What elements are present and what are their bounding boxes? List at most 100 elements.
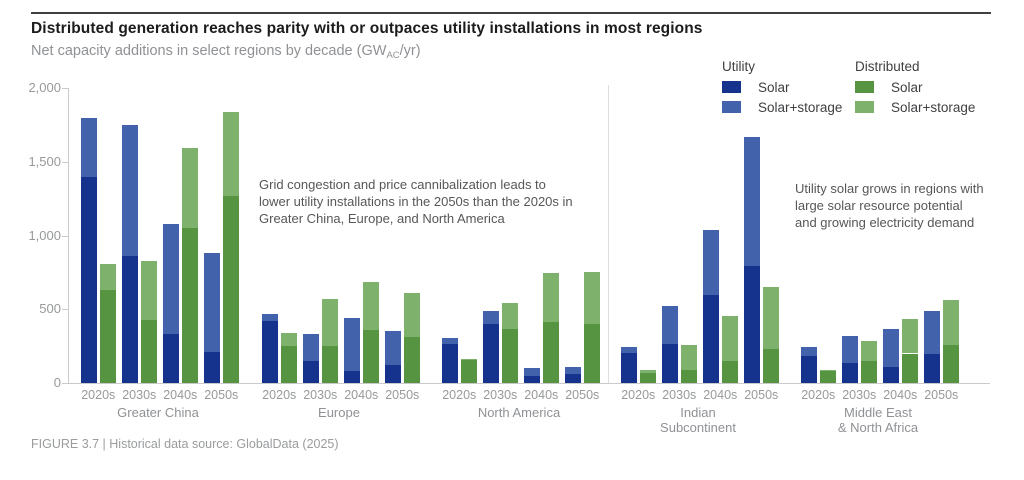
bar-utility-solar-storage (883, 329, 899, 367)
bar-distributed-solar (99, 290, 116, 383)
region-label: Greater China (117, 405, 199, 420)
bar-distributed-solar-storage (321, 298, 338, 347)
bar-distributed-solar (942, 344, 959, 383)
legend-utility-solar: Solar (722, 79, 842, 95)
bar-utility-solar (883, 366, 899, 383)
bar-distributed-solar-storage (362, 281, 379, 330)
bar-distributed-solar-storage (942, 300, 959, 345)
legend-distributed-solar-storage-label: Solar+storage (891, 99, 976, 115)
legend-distributed-solar-label: Solar (891, 79, 923, 95)
bar-utility-solar-storage (842, 335, 858, 364)
x-axis-decade-label: 2030s (303, 388, 338, 402)
bar-distributed-solar-storage (762, 287, 779, 350)
bar-distributed-solar (362, 329, 379, 383)
bar-distributed-solar-storage (403, 293, 420, 338)
x-axis-decade-label: 2020s (621, 388, 656, 402)
bar-utility-solar-storage (163, 224, 179, 335)
bar-utility-solar (483, 324, 499, 383)
bar-utility-solar-storage (385, 331, 401, 366)
x-axis-baseline (68, 383, 990, 384)
y-axis-tick-label: 1,500 (28, 153, 61, 169)
legend-distributed: Distributed Solar Solar+storage (855, 59, 975, 115)
bar-utility-solar-storage (662, 306, 678, 344)
bar-distributed-solar (680, 369, 697, 383)
region-label: Middle East & North Africa (837, 405, 919, 436)
region-label: North America (477, 405, 561, 420)
bar-distributed-solar (639, 372, 656, 383)
chart-subtitle-text: Net capacity additions in select regions… (31, 43, 387, 59)
bar-utility-solar (262, 321, 278, 383)
x-axis-decade-label: 2030s (662, 388, 697, 402)
bar-utility-solar-storage (703, 230, 719, 296)
bar-utility-solar-storage (621, 346, 637, 353)
x-axis-decade-label: 2050s (924, 388, 959, 402)
bar-utility-solar (703, 295, 719, 383)
x-axis-decade-label: 2050s (385, 388, 420, 402)
bar-utility-solar (621, 352, 637, 383)
bar-distributed-solar (403, 337, 420, 383)
bar-distributed-solar-storage (901, 318, 918, 354)
x-axis-decade-label: 2050s (744, 388, 779, 402)
x-axis-decade-label: 2040s (883, 388, 918, 402)
bar-distributed-solar-storage (542, 273, 559, 322)
x-axis-decade-label: 2050s (565, 388, 600, 402)
utility-solar-swatch-icon (722, 81, 741, 93)
distributed-solar-storage-swatch-icon (855, 101, 874, 113)
bar-utility-solar-storage (801, 346, 817, 357)
x-axis-decade-label: 2030s (483, 388, 518, 402)
bar-utility-solar (303, 360, 319, 383)
bar-distributed-solar (860, 360, 877, 383)
bar-distributed-solar-storage (140, 260, 157, 320)
bar-distributed-solar (222, 195, 239, 383)
region-label: Indian Subcontinent (660, 405, 736, 436)
bar-utility-solar (385, 365, 401, 383)
bar-distributed-solar-storage (460, 358, 477, 361)
bar-distributed-solar (721, 360, 738, 383)
bar-utility-solar (565, 374, 581, 383)
legend-distributed-solar-storage: Solar+storage (855, 99, 975, 115)
legend-distributed-solar: Solar (855, 79, 975, 95)
bar-utility-solar-storage (204, 253, 220, 352)
bar-distributed-solar (583, 324, 600, 383)
bar-utility-solar (842, 363, 858, 383)
bar-distributed-solar (140, 319, 157, 383)
bar-distributed-solar (762, 349, 779, 383)
chart-subtitle-suffix: /yr) (399, 43, 421, 59)
bar-distributed-solar-storage (181, 147, 198, 229)
bar-distributed-solar-storage (819, 369, 836, 372)
chart-subtitle-subscript: AC (386, 50, 400, 61)
y-axis-tick-label: 0 (53, 375, 61, 390)
bar-distributed-solar (460, 360, 477, 383)
x-axis-decade-label: 2030s (122, 388, 157, 402)
y-axis-tick-mark (62, 161, 68, 163)
annotation-right-panel: Utility solar grows in regions with larg… (795, 181, 984, 231)
y-axis-tick-mark (62, 88, 68, 89)
x-axis-decade-label: 2020s (442, 388, 477, 402)
top-rule (31, 12, 991, 14)
bar-utility-solar (442, 343, 458, 383)
x-axis-decade-label: 2020s (81, 388, 116, 402)
bar-utility-solar-storage (744, 136, 760, 266)
bar-utility-solar (204, 352, 220, 383)
legend-distributed-title: Distributed (855, 59, 920, 74)
bar-distributed-solar-storage (501, 303, 518, 330)
legend-utility: Utility Solar Solar+storage (722, 59, 842, 115)
bar-distributed-solar (280, 346, 297, 383)
bar-utility-solar (81, 176, 97, 383)
bar-utility-solar-storage (565, 366, 581, 375)
chart-subtitle: Net capacity additions in select regions… (31, 43, 421, 61)
bar-distributed-solar-storage (99, 264, 116, 291)
bar-distributed-solar-storage (639, 370, 656, 373)
bar-distributed-solar (501, 329, 518, 383)
legend-utility-solar-storage: Solar+storage (722, 99, 842, 115)
y-axis-tick-label: 2,000 (28, 80, 61, 95)
bar-utility-solar-storage (344, 318, 360, 372)
y-axis-tick-label: 1,000 (28, 227, 61, 243)
region-label: Europe (318, 405, 360, 420)
chart-title: Distributed generation reaches parity wi… (31, 20, 703, 37)
bar-distributed-solar (321, 346, 338, 383)
figure-caption: FIGURE 3.7 | Historical data source: Glo… (31, 437, 339, 451)
bar-utility-solar (924, 354, 940, 383)
y-axis-tick-mark (62, 235, 68, 237)
